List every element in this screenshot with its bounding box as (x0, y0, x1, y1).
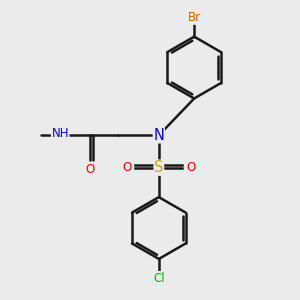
Text: S: S (154, 160, 164, 175)
Text: O: O (122, 161, 132, 174)
Text: O: O (186, 161, 195, 174)
Text: Cl: Cl (153, 272, 165, 285)
Text: NH: NH (51, 127, 69, 140)
Text: O: O (85, 163, 94, 176)
Text: N: N (153, 128, 164, 143)
Text: Br: Br (188, 11, 201, 24)
